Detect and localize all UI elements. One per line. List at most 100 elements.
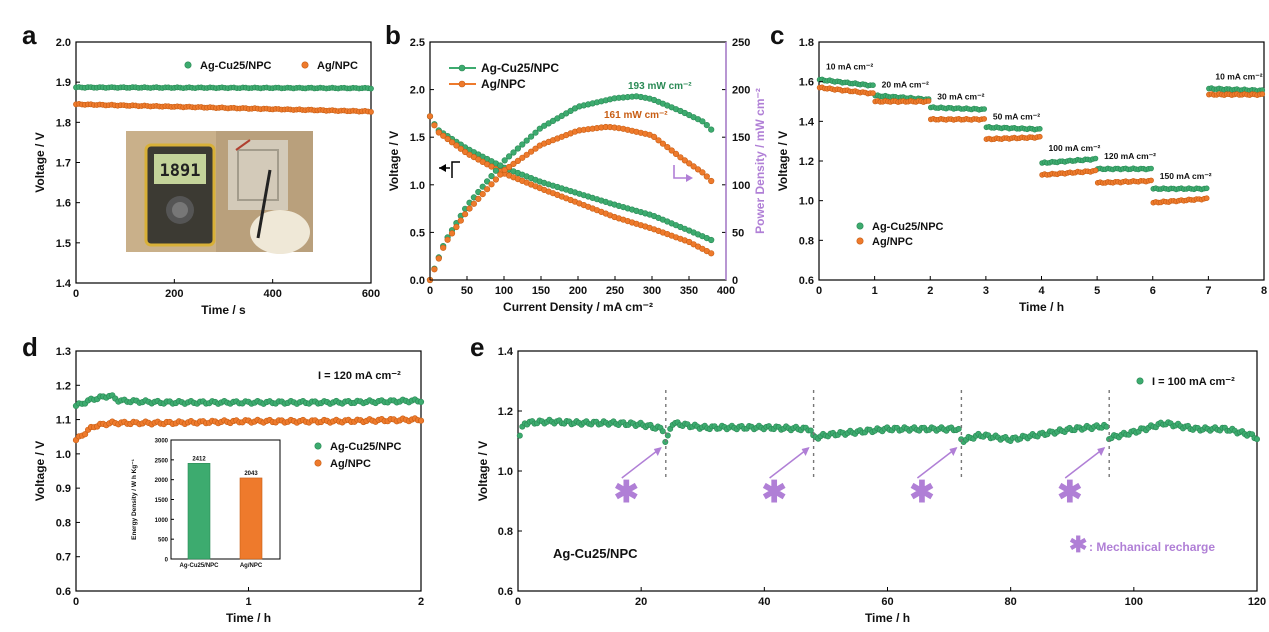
y-tick-label: 1.0 — [799, 196, 814, 208]
legend-ag-cu25-npc-label: Ag-Cu25/NPC — [330, 441, 402, 453]
series-voltage-ag-npc-point — [457, 145, 464, 152]
panel-letter-c: c — [770, 20, 784, 50]
inset-y-tick-label: 3000 — [155, 439, 169, 445]
series-ag-cu25-npc-point — [1254, 436, 1261, 443]
x-tick-label: 8 — [1261, 285, 1267, 297]
series-ag-cu25-npc-point — [1148, 165, 1154, 172]
recharge-arrow — [769, 447, 810, 479]
series-power-ag-cu25-npc-point — [514, 145, 522, 152]
y-tick-label: 1.3 — [56, 346, 71, 358]
series-ag-cu25-npc-point — [807, 427, 814, 434]
series-power-ag-npc-point — [470, 200, 478, 207]
x-tick-label: 0 — [515, 596, 521, 608]
legend-ag-npc-label: Ag/NPC — [872, 236, 913, 248]
x-axis-label: Current Density / mA cm⁻² — [503, 300, 653, 314]
series-power-ag-cu25-npc-point — [699, 118, 706, 125]
x-tick-label: 0 — [73, 288, 79, 300]
series-ag-cu25-npc-point — [955, 425, 962, 432]
y-axis-label: Voltage / V — [33, 132, 47, 192]
x-tick-label: 250 — [606, 285, 624, 297]
y-tick-label: 1.8 — [56, 117, 71, 129]
series-ag-cu25-npc-point — [368, 85, 374, 92]
step-label: 10 mA cm⁻² — [826, 62, 873, 72]
x-tick-label: 80 — [1005, 596, 1017, 608]
y2-axis-label: Power Density / mW cm⁻² — [753, 88, 767, 234]
x-tick-label: 2 — [418, 596, 424, 608]
series-voltage-ag-npc-point — [440, 132, 447, 139]
inset-y-tick-label: 1000 — [155, 518, 169, 524]
legend-ag-npc-marker — [856, 237, 864, 245]
panel-c: c 10 mA cm⁻² 20 mA cm⁻² 30 mA cm⁻² 50 mA cm… — [770, 20, 1267, 314]
inset-y-tick-label: 500 — [158, 538, 169, 544]
series-ag-npc-point — [1148, 177, 1154, 184]
x-tick-label: 40 — [758, 596, 770, 608]
series-power-ag-npc-point — [444, 236, 451, 243]
series-power-ag-npc-point — [479, 191, 486, 198]
recharge-arrow — [621, 447, 662, 479]
x-tick-label: 600 — [362, 288, 380, 300]
series-power-ag-cu25-npc-point — [488, 173, 495, 180]
x-tick-label: 1 — [245, 596, 251, 608]
inset-category-label: Ag/NPC — [240, 563, 263, 569]
series-power-ag-npc-point — [694, 166, 702, 173]
series-ag-npc-point — [925, 98, 932, 104]
y-tick-label: 0.6 — [799, 275, 814, 287]
series-voltage-ag-npc-point — [708, 250, 715, 257]
inset-y-tick-label: 1500 — [155, 498, 169, 504]
step-label: 150 mA cm⁻² — [1160, 171, 1212, 181]
y-tick-label: 0.7 — [56, 552, 71, 564]
series-ag-cu25-npc-point — [1203, 185, 1210, 192]
series-ag-npc-point — [1037, 133, 1043, 140]
series-ag-npc-point — [1259, 91, 1266, 97]
x-tick-label: 0 — [427, 285, 433, 297]
x-tick-label: 0 — [73, 596, 79, 608]
x-tick-label: 6 — [1150, 285, 1156, 297]
x-tick-label: 20 — [635, 596, 647, 608]
x-tick-label: 4 — [1038, 285, 1045, 297]
y-tick-label: 0.6 — [498, 586, 513, 598]
series-power-ag-cu25-npc-point — [484, 178, 491, 185]
panel-a: a 1891 0 200 400 600 1.4 1.5 1.6 1.7 1.8 1.9 2.0 Ti… — [22, 20, 380, 317]
y-tick-label: 2.0 — [56, 37, 71, 49]
series-power-ag-npc-point — [492, 176, 500, 183]
y-tick-label: 1.4 — [799, 116, 815, 128]
y2-tick-label: 250 — [732, 37, 750, 49]
step-label: 120 mA cm⁻² — [1104, 151, 1156, 161]
legend-current-label: I = 100 mA cm⁻² — [1152, 376, 1235, 388]
inset-y-tick-label: 2500 — [155, 458, 169, 464]
legend-ag-npc-marker — [458, 80, 466, 88]
y-tick-label: 2.5 — [410, 37, 425, 49]
y-tick-label: 1.4 — [56, 278, 72, 290]
inset-y-axis-label: Energy Density / W h Kg⁻¹ — [131, 459, 138, 540]
panel-letter-e: e — [470, 332, 484, 362]
series-ag-npc-point — [1203, 195, 1210, 201]
x-tick-label: 60 — [881, 596, 893, 608]
recharge-legend-asterisk-icon: ✱ — [1069, 532, 1087, 557]
y-tick-label: 1.6 — [799, 77, 814, 89]
y-tick-label: 1.8 — [799, 37, 814, 49]
y2-tick-label: 0 — [732, 275, 738, 287]
series-ag-npc-point — [1092, 167, 1099, 174]
inset-bar — [187, 463, 211, 560]
series-voltage-ag-npc-point — [431, 122, 438, 129]
y-axis-label: Voltage / V — [776, 131, 790, 191]
x-axis-label: Time / h — [865, 611, 910, 625]
series-power-ag-npc-point — [659, 140, 667, 147]
y-tick-label: 1.4 — [498, 346, 514, 358]
series-label: Ag-Cu25/NPC — [553, 546, 638, 561]
series-power-ag-cu25-npc-point — [519, 141, 526, 148]
legend-ag-cu25-npc-marker — [184, 61, 192, 69]
x-tick-label: 200 — [569, 285, 587, 297]
recharge-asterisk-icon: ✱ — [1057, 476, 1082, 509]
series-ag-cu25-npc-point — [981, 106, 988, 112]
recharge-arrowhead — [653, 447, 662, 456]
x-tick-label: 7 — [1205, 285, 1211, 297]
legend-ag-npc-marker — [301, 61, 309, 69]
series-power-ag-npc-point — [532, 145, 539, 152]
series-power-ag-npc-point — [527, 148, 535, 155]
series-power-ag-cu25-npc-point — [703, 121, 710, 129]
series-power-ag-npc-point — [523, 151, 530, 158]
series-power-ag-npc-point — [655, 137, 662, 144]
series-power-ag-cu25-npc-point — [527, 133, 535, 140]
peak-power-ag-npc: 161 mW cm⁻² — [604, 110, 668, 121]
